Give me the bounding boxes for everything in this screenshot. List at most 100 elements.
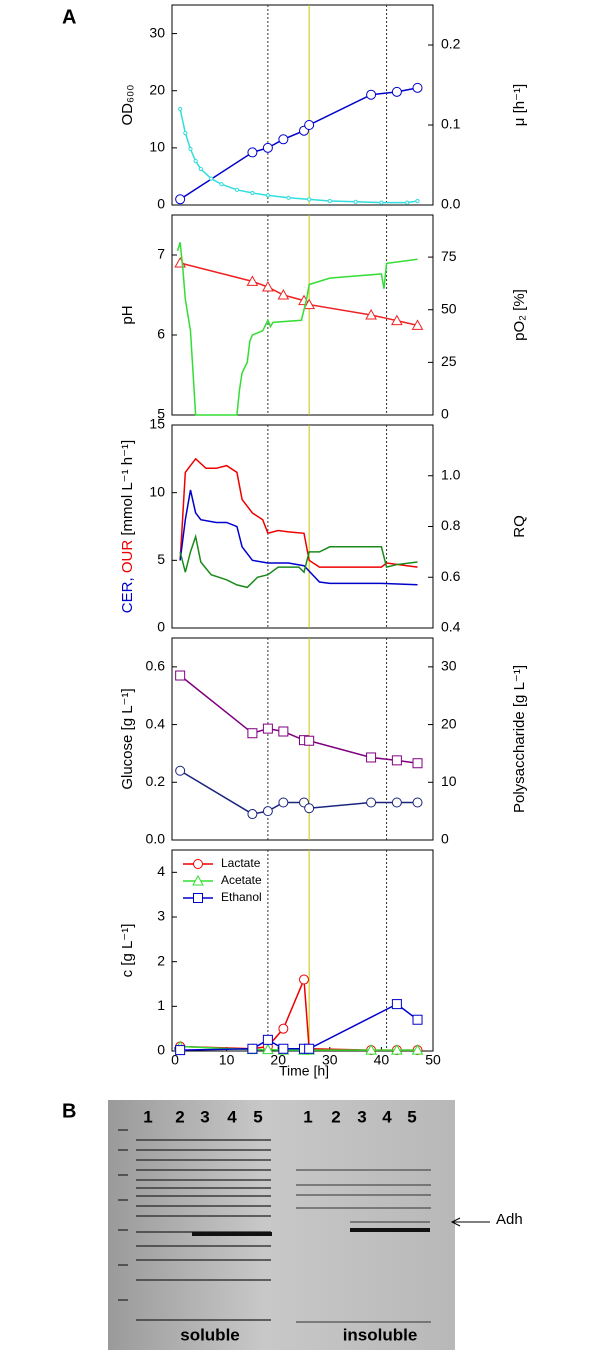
arrow-label: Adh [496,1211,523,1228]
point [262,806,273,817]
series-line [176,242,418,416]
y2-tick-label: 0.6 [441,568,461,584]
point [193,893,203,903]
y2-tick-label: 10 [441,773,457,789]
axis-label: pH [119,305,136,324]
point [192,874,204,886]
axis-label-part: CER, [119,573,136,613]
point [234,187,240,192]
point [183,130,188,136]
point [299,974,309,985]
legend-label: Acetate [221,873,262,887]
series-line [179,108,418,204]
y-tick-label: 0.6 [146,658,166,674]
panel-label: A [62,6,76,28]
point [174,256,187,268]
point [412,82,423,93]
point [412,797,423,808]
y2-tick-label: 0.1 [441,116,461,132]
axis-label-part: [mmol L⁻¹ h⁻¹] [119,440,136,540]
point [262,1034,273,1045]
x-tick-label: 10 [219,1052,235,1068]
point [411,1044,424,1055]
gel-caption: soluble [180,1325,240,1344]
point [209,176,214,181]
point [198,166,203,172]
series-line [180,979,418,1051]
point [307,197,312,202]
lane-number: 2 [175,1107,184,1126]
point [366,797,377,808]
point [193,158,198,164]
y-tick-label: 0.0 [146,831,166,847]
y-tick-label: 5 [157,406,165,422]
x-tick-label: 20 [270,1052,286,1068]
point [391,797,402,808]
plot-frame [171,424,434,629]
point [391,314,403,326]
plot-frame [171,637,434,841]
point [304,120,315,130]
lane-number: 5 [407,1107,416,1126]
gel-caption: insoluble [343,1325,418,1344]
point [391,86,402,97]
point [247,147,258,158]
y2-tick-label: 0.0 [441,196,461,212]
y-tick-label: 10 [149,483,165,499]
point [178,106,183,112]
axis-label-part: OD₆₀₀ [119,84,136,125]
axis-label-part: OUR [119,540,136,574]
series-line [179,770,418,815]
series-line [179,489,418,586]
point [262,142,273,153]
series-line [179,674,418,764]
axis-label-part: RQ [511,515,528,538]
y-tick-label: 0.2 [146,773,166,789]
x-tick-label: 40 [374,1052,390,1068]
point [412,1014,423,1025]
gel: Adh soluble insoluble [108,1100,523,1350]
y-tick-label: 3 [157,908,165,924]
axis-label: Polysaccharide [g L⁻¹] [511,665,528,813]
point [278,726,289,737]
point [262,280,274,292]
gel-image [108,1100,455,1350]
arrow [450,1217,490,1227]
point [353,199,358,204]
y2-tick-label: 1.0 [441,466,461,482]
y-tick-label: 15 [149,416,165,432]
point [193,859,203,869]
lane-number: 1 [143,1107,152,1126]
x-tick-label: 0 [171,1052,179,1068]
y-tick-label: 0 [157,1042,165,1058]
y2-tick-label: 0.4 [441,619,461,635]
point [247,728,258,739]
axis-label-part: pO₂ [%] [511,289,528,341]
point [365,1044,377,1055]
point [278,797,289,808]
lane-number: 2 [331,1107,340,1126]
point [304,803,315,814]
point [303,298,316,310]
axis-label-part: c [g L⁻¹] [119,924,136,978]
point [277,288,290,300]
point [415,198,420,204]
point [175,765,186,776]
axis-label: CER, OUR [mmol L⁻¹ h⁻¹] [119,440,136,613]
y-tick-label: 1 [157,997,165,1013]
point [379,200,384,205]
point [304,1043,315,1054]
axis-label: pO₂ [%] [511,289,528,341]
point [247,809,258,820]
point [175,670,186,681]
point [262,723,273,734]
point [366,752,377,763]
axis-label-part: Polysaccharide [g L⁻¹] [511,665,528,813]
y2-tick-label: 0.2 [441,36,461,52]
point [247,1043,258,1054]
y-tick-label: 0 [157,619,165,635]
series-line [179,533,418,589]
lane-number: 3 [200,1107,209,1126]
point [391,755,402,766]
